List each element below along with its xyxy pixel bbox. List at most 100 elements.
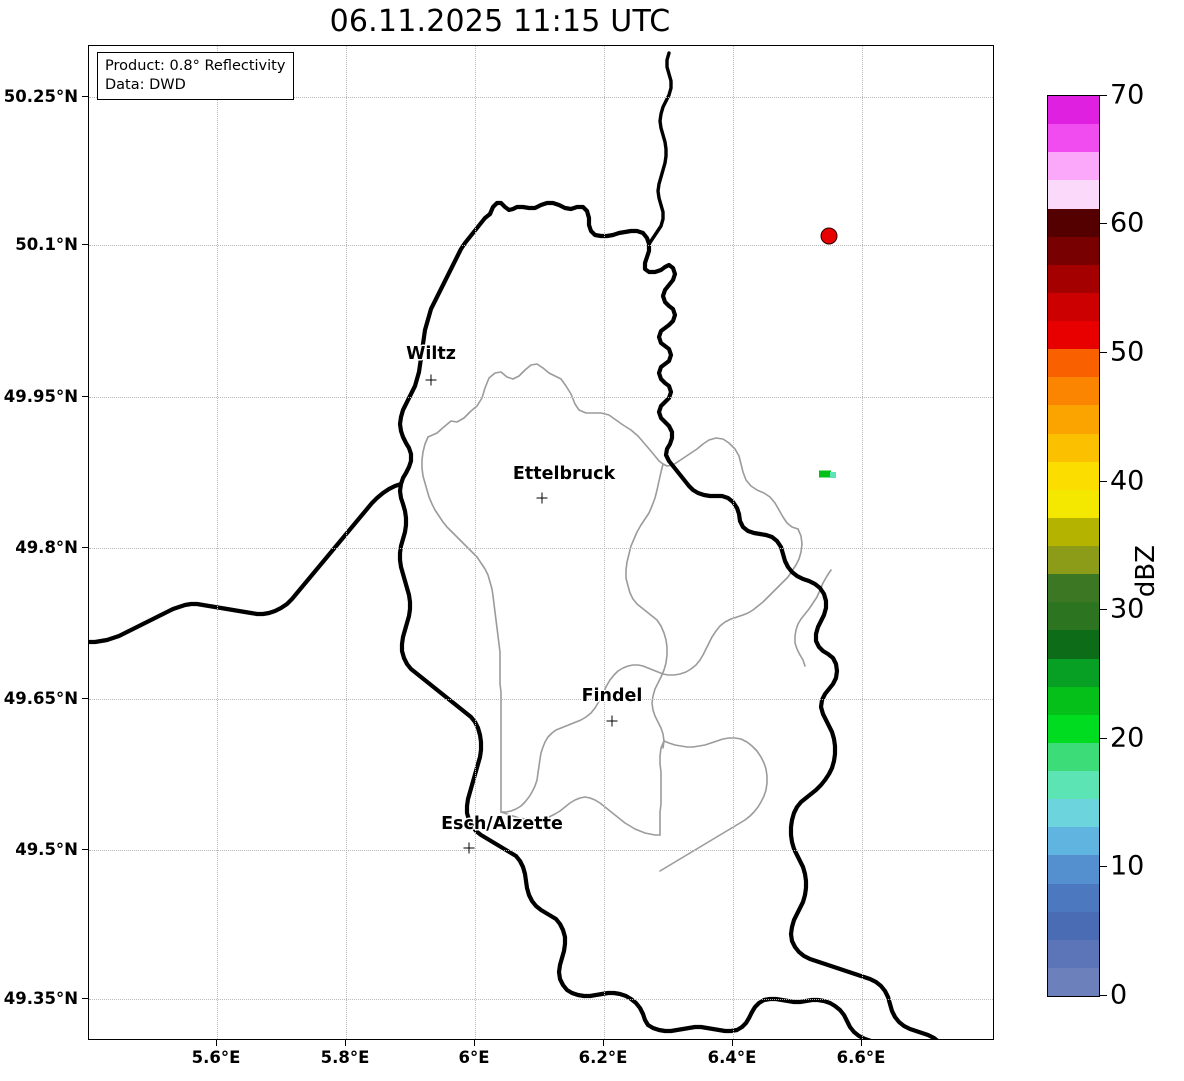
y-tick-label: 49.5°N (15, 840, 78, 859)
grid-line-longitude (862, 46, 863, 1039)
x-tick-label: 6°E (458, 1048, 490, 1067)
x-tick-label: 5.8°E (320, 1048, 370, 1067)
colorbar-band (1048, 602, 1099, 631)
product-info-box: Product: 0.8° Reflectivity Data: DWD (97, 52, 295, 101)
colorbar-band (1048, 433, 1099, 462)
colorbar-band (1048, 517, 1099, 546)
colorbar-band (1048, 405, 1099, 434)
grid-line-latitude (89, 850, 993, 851)
colorbar-band (1048, 771, 1099, 800)
colorbar-band (1048, 124, 1099, 153)
y-tick-label: 50.1°N (15, 235, 78, 254)
colorbar-band (1048, 546, 1099, 575)
colorbar-band (1048, 96, 1099, 125)
colorbar-tick-label: 70 (1110, 79, 1145, 111)
grid-line-longitude (346, 46, 347, 1039)
colorbar-tick-label: 0 (1110, 979, 1128, 1011)
y-tick-label: 49.95°N (3, 387, 78, 406)
colorbar-band (1048, 264, 1099, 293)
colorbar-band (1048, 208, 1099, 237)
colorbar-tick (1099, 738, 1107, 739)
colorbar-tick-label: 20 (1110, 722, 1145, 754)
colorbar-axis-label: dBZ (1131, 545, 1161, 598)
colorbar-tick (1099, 95, 1107, 96)
city-label-findel: Findel (581, 686, 643, 706)
colorbar-band (1048, 967, 1099, 996)
grid-line-longitude (475, 46, 476, 1039)
y-tick-label: 49.8°N (15, 538, 78, 557)
radar-echo-point (830, 472, 836, 478)
colorbar-band (1048, 574, 1099, 603)
colorbar-band (1048, 883, 1099, 912)
colorbar-band (1048, 461, 1099, 490)
y-tick-mark (82, 396, 88, 397)
grid-line-longitude (217, 46, 218, 1039)
grid-line-latitude (89, 397, 993, 398)
colorbar-band (1048, 630, 1099, 659)
colorbar-band (1048, 489, 1099, 518)
city-label-wiltz: Wiltz (406, 344, 456, 364)
colorbar-tick-label: 60 (1110, 207, 1145, 239)
y-tick-label: 50.25°N (3, 87, 78, 106)
y-tick-mark (82, 849, 88, 850)
colorbar-band (1048, 236, 1099, 265)
city-marker-wiltz (425, 374, 437, 386)
grid-line-latitude (89, 999, 993, 1000)
national-border (89, 200, 939, 1039)
colorbar-tick-label: 10 (1110, 850, 1145, 882)
colorbar-tick-label: 40 (1110, 465, 1145, 497)
colorbar-band (1048, 686, 1099, 715)
x-tick-mark (474, 1040, 475, 1046)
x-tick-mark (216, 1040, 217, 1046)
colorbar-tick (1099, 352, 1107, 353)
colorbar-band (1048, 321, 1099, 350)
colorbar-band (1048, 152, 1099, 181)
colorbar-gradient (1048, 96, 1099, 996)
x-tick-mark (603, 1040, 604, 1046)
x-tick-label: 6.6°E (836, 1048, 886, 1067)
colorbar-band (1048, 827, 1099, 856)
colorbar-tick (1099, 866, 1107, 867)
y-tick-mark (82, 998, 88, 999)
colorbar-band (1048, 180, 1099, 209)
colorbar[interactable] (1047, 95, 1100, 997)
grid-line-longitude (733, 46, 734, 1039)
colorbar-band (1048, 855, 1099, 884)
grid-line-latitude (89, 245, 993, 246)
grid-line-latitude (89, 548, 993, 549)
colorbar-tick (1099, 609, 1107, 610)
y-tick-mark (82, 698, 88, 699)
x-tick-label: 6.2°E (578, 1048, 628, 1067)
city-label-esch-alzette: Esch/Alzette (441, 814, 563, 834)
colorbar-band (1048, 349, 1099, 378)
y-tick-label: 49.35°N (3, 989, 78, 1008)
radar-echo-point (819, 470, 831, 478)
colorbar-band (1048, 714, 1099, 743)
info-product-line: Product: 0.8° Reflectivity (105, 58, 286, 74)
colorbar-band (1048, 799, 1099, 828)
x-tick-label: 6.4°E (707, 1048, 757, 1067)
colorbar-tick (1099, 223, 1107, 224)
page-title: 06.11.2025 11:15 UTC (329, 4, 671, 39)
x-tick-mark (732, 1040, 733, 1046)
y-tick-mark (82, 547, 88, 548)
colorbar-band (1048, 742, 1099, 771)
x-tick-mark (345, 1040, 346, 1046)
map-plot-area[interactable]: Wiltz Ettelbruck Findel Esch/Alzette (88, 45, 994, 1040)
x-tick-label: 5.6°E (191, 1048, 241, 1067)
colorbar-band (1048, 911, 1099, 940)
y-tick-mark (82, 244, 88, 245)
radar-echo-point (820, 227, 838, 245)
colorbar-band (1048, 658, 1099, 687)
x-tick-mark (861, 1040, 862, 1046)
city-label-ettelbruck: Ettelbruck (512, 464, 616, 484)
river-border-detail (647, 51, 673, 246)
canton-boundaries (421, 363, 832, 872)
map-vector-layer (89, 51, 939, 1039)
colorbar-tick (1099, 481, 1107, 482)
city-marker-esch-alzette (463, 842, 475, 854)
colorbar-tick (1099, 995, 1107, 996)
colorbar-band (1048, 939, 1099, 968)
colorbar-tick-label: 50 (1110, 336, 1145, 368)
